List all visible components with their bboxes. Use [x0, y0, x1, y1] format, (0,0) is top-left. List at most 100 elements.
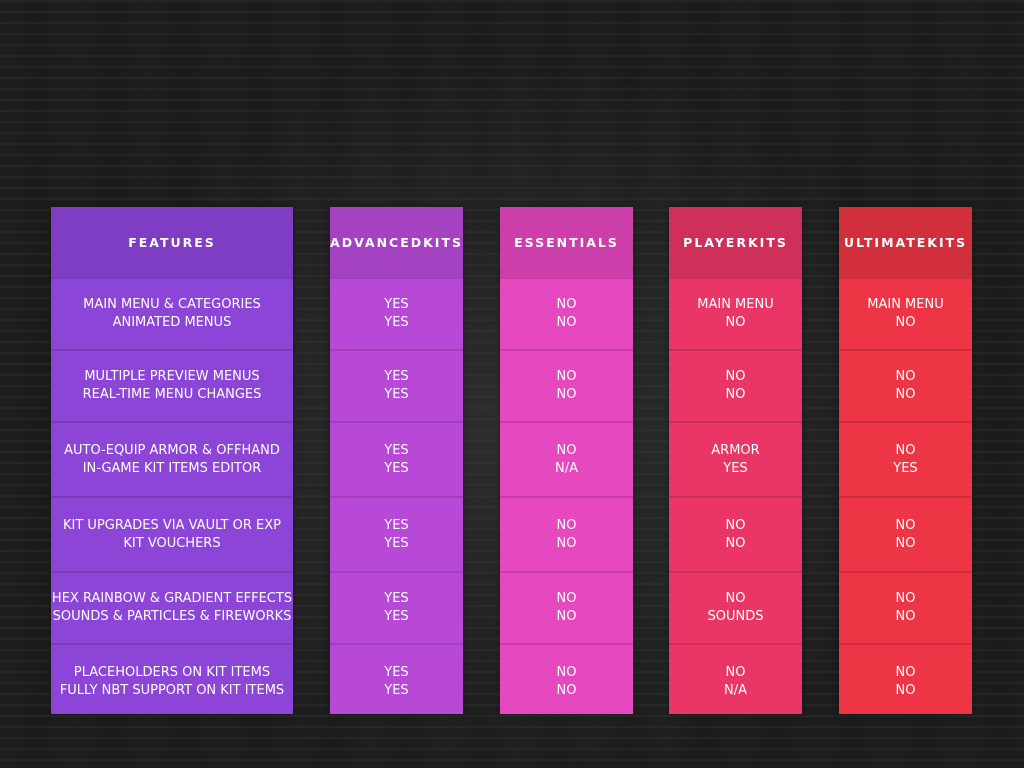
ultimatekits-header: ULTIMATEKITS	[839, 207, 972, 277]
cell-text: NO	[556, 315, 577, 330]
cell-text: NO	[895, 387, 916, 402]
cell-text: NO	[725, 387, 746, 402]
cell-text: NO	[556, 369, 577, 384]
advancedkits-row-6: YES YES	[330, 643, 463, 718]
cell-text: KIT UPGRADES VIA VAULT OR EXP	[63, 517, 281, 533]
cell-text: N/A	[724, 682, 747, 698]
cell-text: NO	[556, 387, 577, 402]
cell-text: YES	[384, 517, 409, 533]
essentials-row-5: NO NO	[500, 571, 633, 643]
essentials-row-4: NO NO	[500, 496, 633, 571]
essentials-column: ESSENTIALS NO NO NO NO NO N/A NO NO NO NO NO N…	[500, 207, 633, 714]
ultimatekits-row-3: NO YES	[839, 421, 972, 496]
cell-text: N/A	[555, 460, 578, 476]
playerkits-row-1: MAIN MENU NO	[669, 277, 802, 349]
playerkits-row-6: NO N/A	[669, 643, 802, 718]
cell-text: NO	[725, 315, 746, 330]
playerkits-row-4: NO NO	[669, 496, 802, 571]
playerkits-row-5: NO SOUNDS	[669, 571, 802, 643]
cell-text: YES	[384, 297, 409, 312]
cell-text: NO	[556, 517, 577, 533]
ultimatekits-row-4: NO NO	[839, 496, 972, 571]
ultimatekits-row-1: MAIN MENU NO	[839, 277, 972, 349]
features-row-2: MULTIPLE PREVIEW MENUS REAL-TIME MENU CHA…	[51, 349, 293, 421]
cell-text: NO	[556, 609, 577, 624]
advancedkits-header: ADVANCEDKITS	[330, 207, 463, 277]
cell-text: ANIMATED MENUS	[112, 315, 232, 330]
cell-text: NO	[556, 682, 577, 698]
cell-text: MAIN MENU & CATEGORIES	[83, 297, 261, 312]
cell-text: NO	[725, 591, 746, 606]
advancedkits-row-1: YES YES	[330, 277, 463, 349]
cell-text: REAL-TIME MENU CHANGES	[82, 387, 262, 402]
cell-text: NO	[556, 297, 577, 312]
features-row-5: HEX RAINBOW & GRADIENT EFFECTS SOUNDS & P…	[51, 571, 293, 643]
cell-text: YES	[384, 591, 409, 606]
advancedkits-row-4: YES YES	[330, 496, 463, 571]
playerkits-row-3: ARMOR YES	[669, 421, 802, 496]
cell-text: NO	[895, 442, 916, 458]
cell-text: SOUNDS & PARTICLES & FIREWORKS	[52, 609, 292, 624]
cell-text: YES	[384, 535, 409, 551]
advancedkits-row-2: YES YES	[330, 349, 463, 421]
playerkits-row-2: NO NO	[669, 349, 802, 421]
cell-text: NO	[895, 517, 916, 533]
cell-text: MULTIPLE PREVIEW MENUS	[84, 369, 260, 384]
ultimatekits-row-2: NO NO	[839, 349, 972, 421]
cell-text: YES	[893, 460, 918, 476]
advancedkits-row-3: YES YES	[330, 421, 463, 496]
cell-text: HEX RAINBOW & GRADIENT EFFECTS	[51, 591, 293, 606]
cell-text: NO	[725, 369, 746, 384]
cell-text: NO	[895, 315, 916, 330]
essentials-row-3: NO N/A	[500, 421, 633, 496]
advancedkits-row-5: YES YES	[330, 571, 463, 643]
cell-text: YES	[723, 460, 748, 476]
essentials-row-2: NO NO	[500, 349, 633, 421]
cell-text: IN-GAME KIT ITEMS EDITOR	[82, 460, 262, 476]
cell-text: MAIN MENU	[697, 297, 774, 312]
advancedkits-column: ADVANCEDKITS YES YES YES YES YES YES YES YES…	[330, 207, 463, 714]
cell-text: NO	[725, 664, 746, 680]
features-row-3: AUTO-EQUIP ARMOR & OFFHAND IN-GAME KIT IT…	[51, 421, 293, 496]
cell-text: NO	[725, 517, 746, 533]
cell-text: NO	[556, 664, 577, 680]
cell-text: FULLY NBT SUPPORT ON KIT ITEMS	[59, 682, 285, 698]
cell-text: YES	[384, 682, 409, 698]
features-row-4: KIT UPGRADES VIA VAULT OR EXP KIT VOUCHER…	[51, 496, 293, 571]
cell-text: KIT VOUCHERS	[123, 535, 221, 551]
cell-text: NO	[895, 682, 916, 698]
cell-text: AUTO-EQUIP ARMOR & OFFHAND	[64, 442, 280, 458]
cell-text: NO	[556, 591, 577, 606]
essentials-header: ESSENTIALS	[500, 207, 633, 277]
cell-text: YES	[384, 664, 409, 680]
ultimatekits-column: ULTIMATEKITS MAIN MENU NO NO NO NO YES NO NO…	[839, 207, 972, 714]
cell-text: NO	[725, 535, 746, 551]
essentials-row-1: NO NO	[500, 277, 633, 349]
cell-text: YES	[384, 315, 409, 330]
cell-text: NO	[895, 609, 916, 624]
cell-text: YES	[384, 460, 409, 476]
cell-text: ARMOR	[711, 442, 760, 458]
cell-text: YES	[384, 609, 409, 624]
cell-text: YES	[384, 387, 409, 402]
features-row-6: PLACEHOLDERS ON KIT ITEMS FULLY NBT SUPPO…	[51, 643, 293, 718]
cell-text: NO	[556, 535, 577, 551]
cell-text: NO	[895, 535, 916, 551]
cell-text: SOUNDS	[707, 609, 764, 624]
playerkits-header: PLAYERKITS	[669, 207, 802, 277]
cell-text: PLACEHOLDERS ON KIT ITEMS	[73, 664, 271, 680]
features-row-1: MAIN MENU & CATEGORIES ANIMATED MENUS	[51, 277, 293, 349]
cell-text: YES	[384, 369, 409, 384]
cell-text: YES	[384, 442, 409, 458]
features-column: FEATURES MAIN MENU & CATEGORIES ANIMATED …	[51, 207, 293, 714]
ultimatekits-row-5: NO NO	[839, 571, 972, 643]
essentials-row-6: NO NO	[500, 643, 633, 718]
cell-text: NO	[895, 591, 916, 606]
ultimatekits-row-6: NO NO	[839, 643, 972, 718]
cell-text: MAIN MENU	[867, 297, 944, 312]
cell-text: NO	[895, 664, 916, 680]
cell-text: NO	[556, 442, 577, 458]
playerkits-column: PLAYERKITS MAIN MENU NO NO NO ARMOR YES NO N…	[669, 207, 802, 714]
features-header: FEATURES	[51, 207, 293, 277]
cell-text: NO	[895, 369, 916, 384]
